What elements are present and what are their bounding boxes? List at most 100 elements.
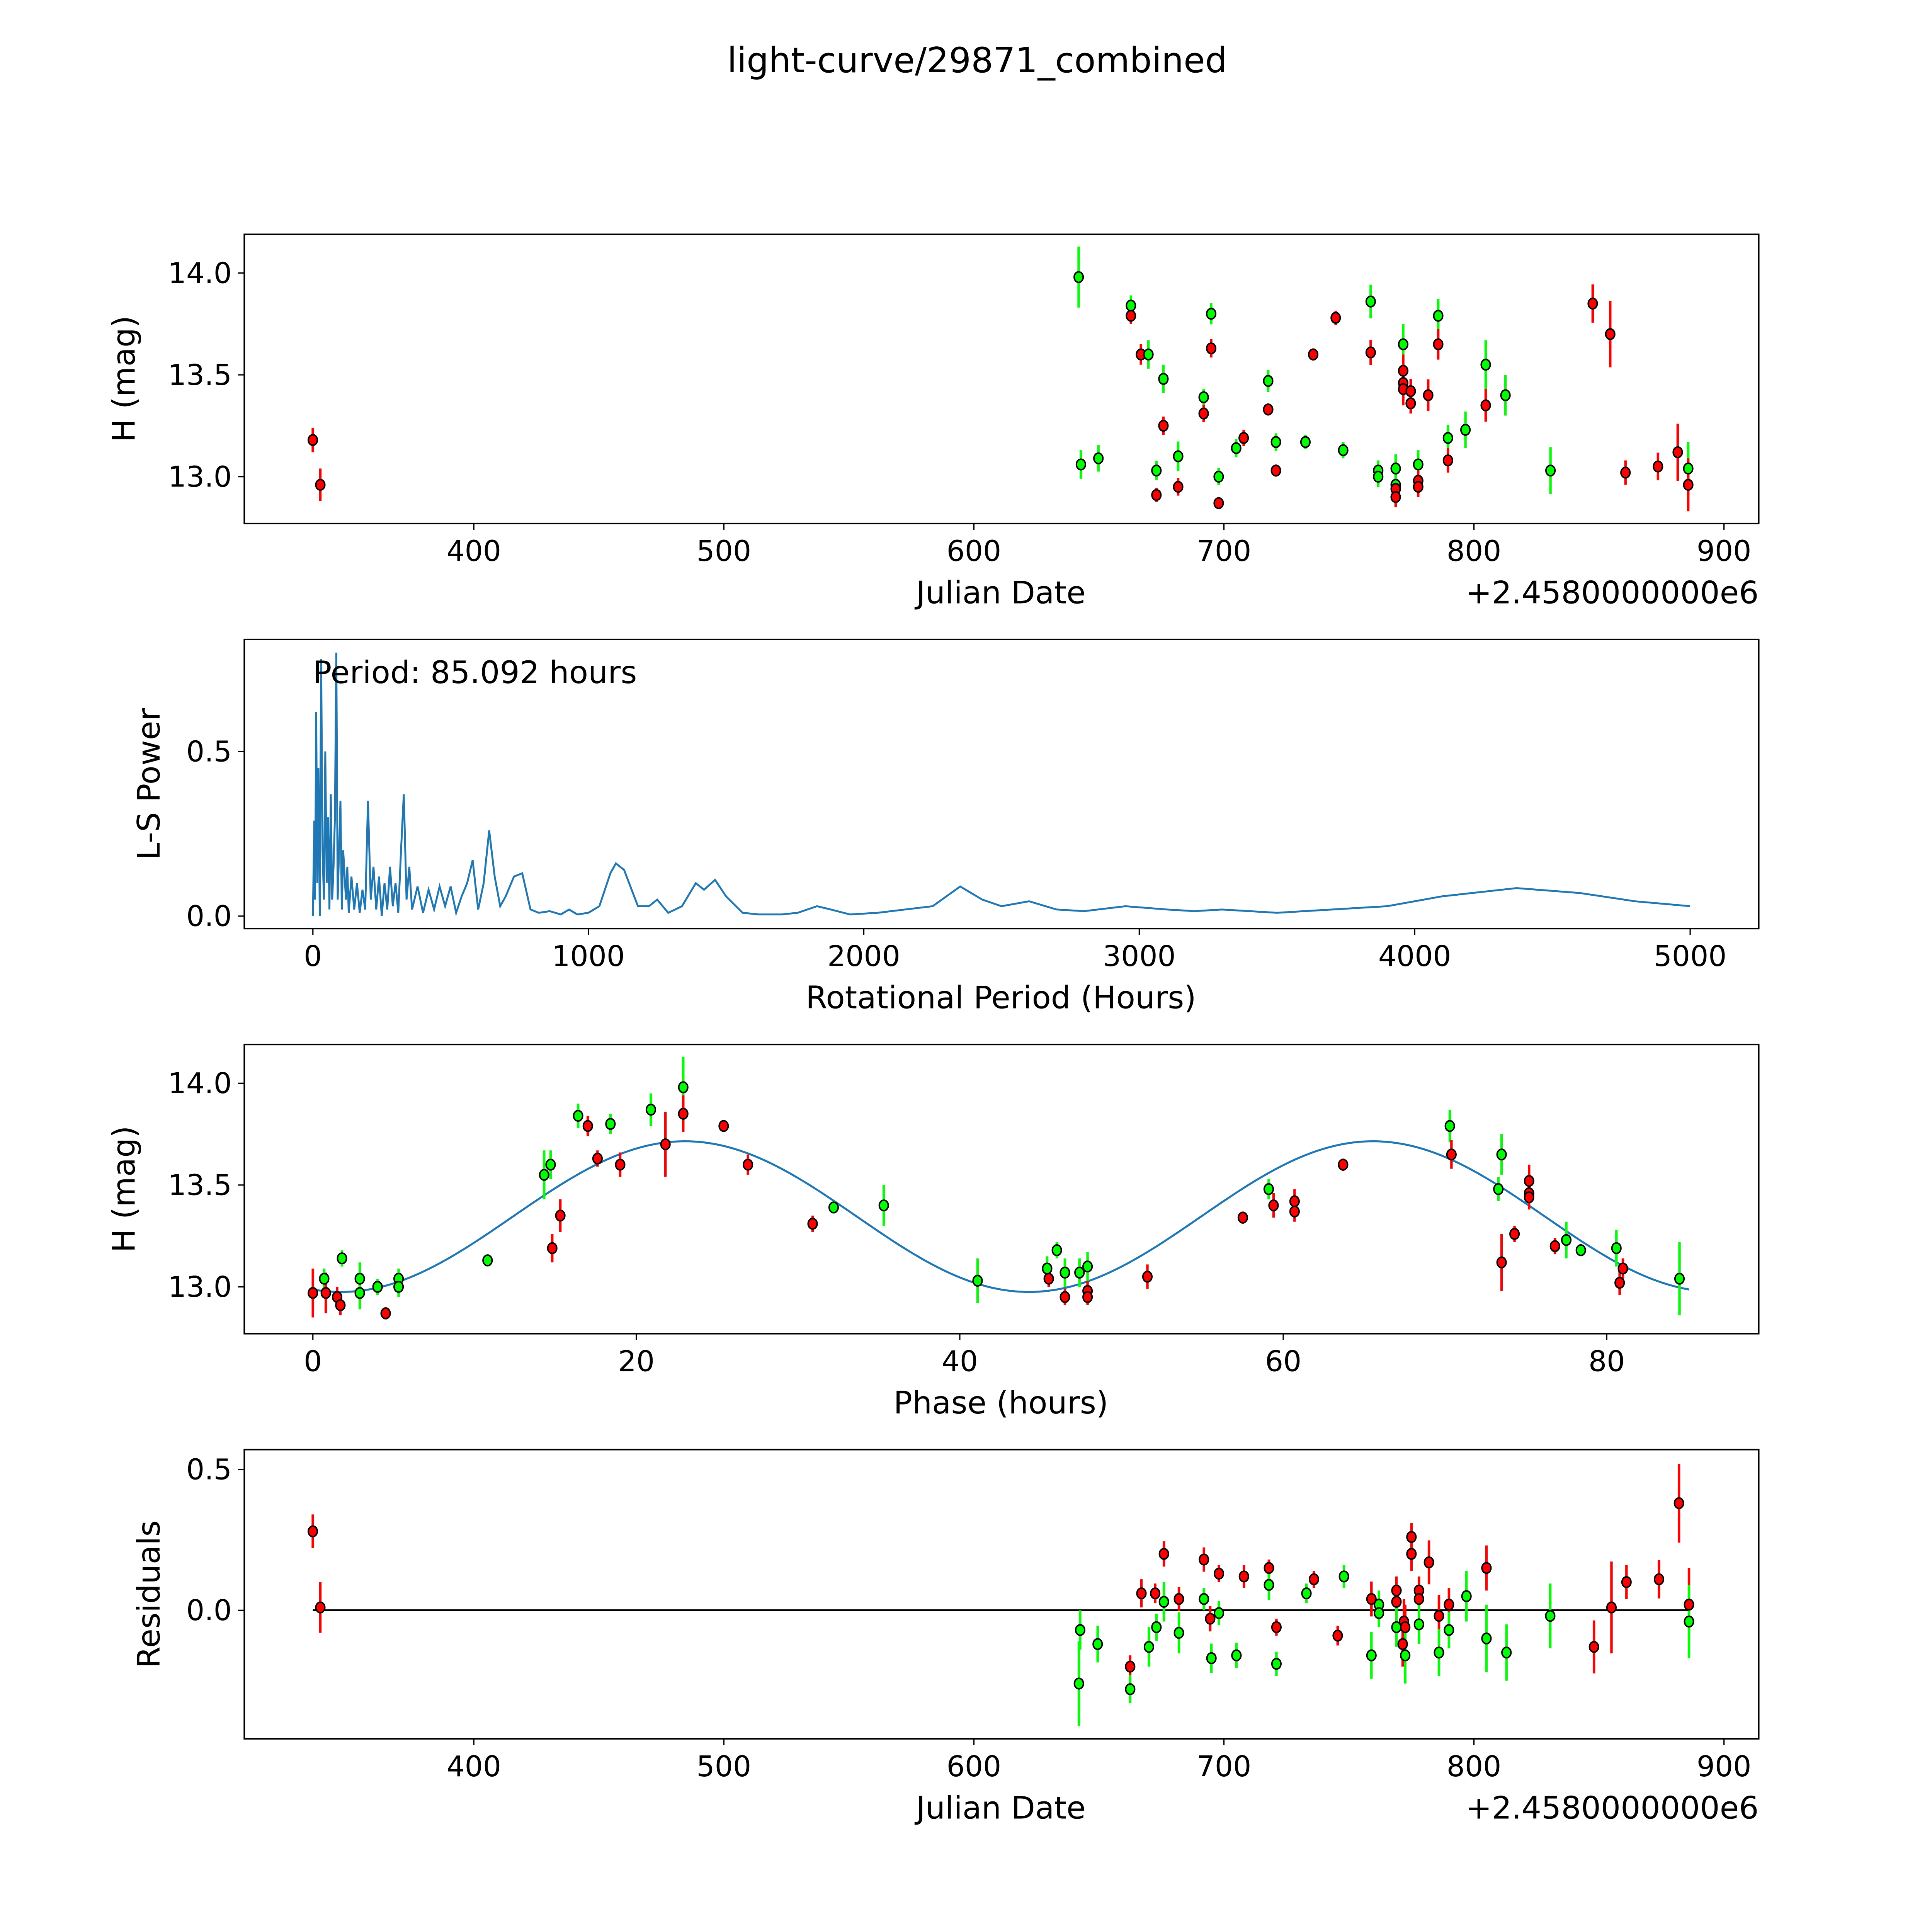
data-point	[1390, 491, 1401, 503]
data-point	[1199, 1593, 1209, 1605]
plot-area	[308, 247, 1694, 512]
data-point	[1684, 1616, 1694, 1628]
data-point	[1338, 1158, 1349, 1171]
data-point	[1332, 1629, 1343, 1642]
x-tick-label: 400	[446, 1750, 501, 1783]
figure-title: light-curve/29871_combined	[727, 40, 1227, 81]
x-tick-label: 600	[947, 1750, 1002, 1783]
data-point	[1150, 1587, 1161, 1600]
data-point	[1263, 403, 1274, 416]
data-point	[555, 1209, 566, 1222]
data-point	[1043, 1272, 1054, 1285]
data-point	[1606, 1601, 1617, 1614]
period-annotation: Period: 85.092 hours	[313, 655, 637, 691]
axes-frame	[243, 1449, 1760, 1740]
data-point	[1042, 1262, 1053, 1275]
plot-area	[308, 1464, 1694, 1726]
data-point	[1444, 1120, 1455, 1132]
data-point	[1433, 310, 1444, 322]
data-point	[1481, 1632, 1492, 1645]
data-point	[605, 1118, 616, 1130]
data-point	[1509, 1228, 1520, 1240]
data-point	[1611, 1242, 1622, 1254]
data-point	[308, 1287, 318, 1299]
model-fit-curve	[313, 1140, 1689, 1293]
x-tick-label: 1000	[552, 940, 625, 973]
data-point	[615, 1158, 626, 1171]
x-tick-label: 0	[304, 940, 322, 973]
x-axis-label: Rotational Period (Hours)	[806, 980, 1196, 1016]
data-point	[1621, 1576, 1632, 1588]
data-point	[1684, 1599, 1694, 1611]
x-tick-label: 3000	[1103, 940, 1176, 973]
axes-frame	[243, 233, 1760, 524]
data-point	[678, 1081, 689, 1094]
data-point	[1683, 463, 1694, 475]
data-point	[1501, 1646, 1512, 1659]
data-point	[1093, 452, 1104, 464]
data-point	[1082, 1291, 1093, 1303]
data-point	[1587, 298, 1598, 310]
axes-frame	[243, 1044, 1760, 1335]
data-point	[1481, 1562, 1492, 1574]
data-point	[1060, 1267, 1070, 1279]
data-point	[1263, 1183, 1274, 1195]
data-point	[539, 1169, 549, 1181]
data-point	[1173, 450, 1184, 463]
data-point	[1549, 1240, 1560, 1252]
data-point	[1214, 1568, 1225, 1580]
data-point	[743, 1158, 753, 1171]
data-point	[372, 1281, 383, 1293]
data-point	[308, 434, 318, 446]
x-axis-label: Julian Date	[914, 1790, 1086, 1826]
data-point	[1073, 1677, 1084, 1690]
data-point	[1173, 1627, 1184, 1639]
data-point	[1308, 1573, 1320, 1585]
data-point	[393, 1281, 404, 1293]
data-point	[1074, 1267, 1085, 1279]
data-point	[1214, 1607, 1225, 1619]
data-point	[1374, 1607, 1384, 1619]
data-point	[1653, 460, 1663, 473]
data-point	[1060, 1291, 1070, 1303]
data-point	[1400, 1649, 1411, 1662]
data-point	[1406, 1531, 1417, 1543]
data-point	[1405, 397, 1416, 410]
data-point	[1238, 1570, 1249, 1583]
data-point	[1270, 436, 1281, 448]
data-point	[1136, 1587, 1147, 1600]
x-tick-label: 5000	[1654, 940, 1727, 973]
data-point	[1271, 1658, 1282, 1670]
x-axis-label: Phase (hours)	[893, 1385, 1108, 1421]
x-tick-label: 40	[942, 1345, 978, 1378]
data-point	[878, 1199, 889, 1212]
data-point	[1442, 432, 1453, 444]
data-point	[592, 1152, 603, 1165]
data-point	[1614, 1277, 1625, 1289]
data-point	[1151, 464, 1162, 477]
data-point	[1405, 385, 1416, 397]
data-point	[335, 1299, 346, 1311]
y-axis-label: L-S Power	[131, 708, 167, 860]
data-point	[1493, 1183, 1504, 1195]
x-axis-label: Julian Date	[914, 575, 1086, 611]
data-point	[1173, 1593, 1184, 1605]
data-point	[1545, 1610, 1556, 1622]
data-point	[1338, 1570, 1349, 1583]
data-point	[1400, 1621, 1411, 1633]
data-point	[1413, 1618, 1424, 1631]
data-point	[1366, 1593, 1377, 1605]
x-tick-label: 0	[304, 1345, 322, 1378]
y-tick-label: 13.5	[168, 1169, 232, 1202]
data-point	[1263, 375, 1274, 387]
x-tick-label: 60	[1265, 1345, 1301, 1378]
data-point	[678, 1107, 689, 1120]
data-point	[1143, 348, 1154, 361]
data-point	[1126, 310, 1136, 322]
data-point	[1289, 1205, 1300, 1218]
data-point	[972, 1275, 983, 1287]
data-point	[1390, 463, 1401, 475]
data-point	[1423, 389, 1434, 401]
data-point	[1264, 1579, 1274, 1591]
data-point	[1413, 1593, 1424, 1605]
